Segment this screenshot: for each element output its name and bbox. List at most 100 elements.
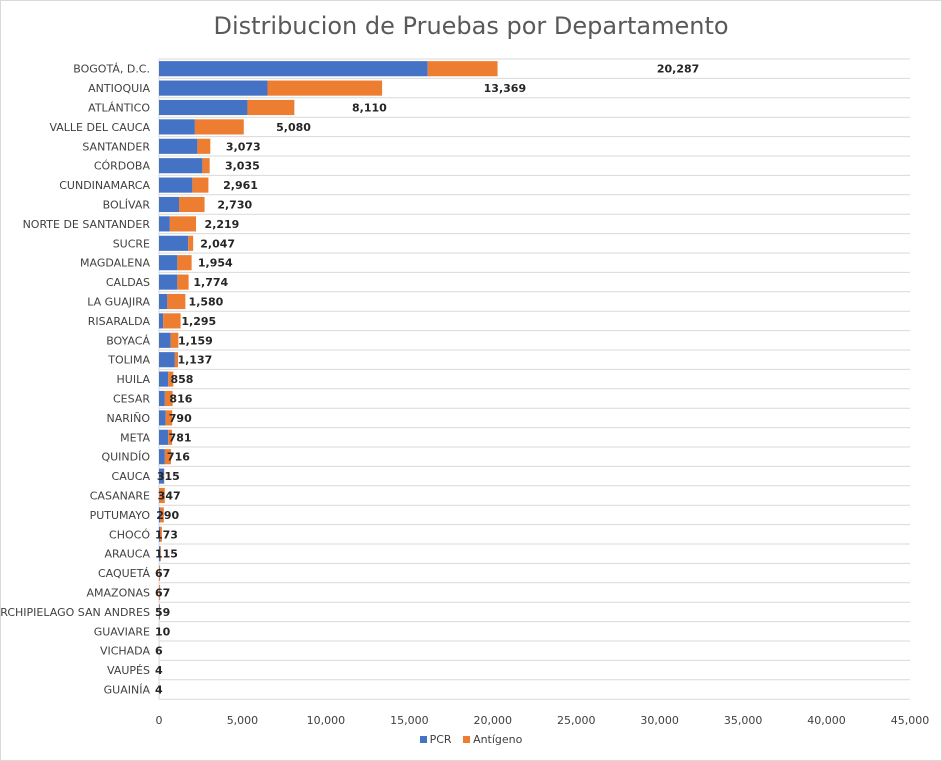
category-label: BOGOTÁ, D.C.: [73, 63, 150, 76]
category-label: CÓRDOBA: [94, 160, 151, 173]
bar-antigeno: [168, 429, 173, 445]
bar-pcr: [159, 235, 189, 251]
x-tick-label: 30,000: [640, 714, 679, 727]
bars: [159, 61, 498, 698]
x-tick-label: 35,000: [724, 714, 763, 727]
data-labels: 20,287 13,369 8,110 5,080 3,073 3,035 2,961 2,7…: [155, 63, 699, 697]
x-axis-ticks: 0 5,000 10,000 15,000 20,000 25,000 30,000 35,0…: [156, 714, 930, 727]
bar-pcr: [159, 138, 198, 154]
data-label: 8,110: [352, 102, 387, 115]
category-label: TOLIMA: [107, 354, 150, 367]
category-label: CAQUETÁ: [98, 567, 151, 580]
data-label: 59: [155, 606, 170, 619]
bar-pcr: [159, 158, 203, 174]
x-tick-label: 25,000: [557, 714, 596, 727]
data-label: 816: [169, 393, 192, 406]
category-label: CAUCA: [112, 470, 151, 483]
bar-antigeno: [163, 313, 181, 329]
bar-pcr: [159, 371, 169, 387]
category-label: SANTANDER: [82, 140, 150, 153]
category-label: META: [120, 431, 150, 444]
bar-antigeno: [164, 449, 171, 465]
x-tick-label: 40,000: [807, 714, 846, 727]
data-label: 2,219: [205, 218, 240, 231]
bar-pcr: [159, 546, 161, 562]
x-tick-label: 20,000: [474, 714, 513, 727]
bar-antigeno: [159, 487, 165, 504]
data-label: 1,159: [178, 334, 213, 347]
bar-antigeno: [177, 274, 189, 290]
bar-pcr: [159, 255, 178, 271]
bar-pcr: [159, 507, 161, 523]
bar-antigeno: [427, 61, 498, 77]
category-label: CALDAS: [106, 276, 150, 289]
bar-pcr: [159, 390, 165, 407]
bar-pcr: [159, 352, 175, 368]
category-label: VICHADA: [100, 645, 151, 658]
data-label: 3,035: [225, 160, 260, 173]
bar-antigeno: [174, 352, 178, 368]
x-tick-label: 45,000: [891, 714, 930, 727]
category-label: ARAUCA: [104, 548, 150, 561]
legend-item-pcr: PCR: [419, 733, 452, 746]
data-label: 2,961: [223, 179, 258, 192]
category-label: ANTIOQUIA: [88, 82, 150, 95]
category-label: NORTE DE SANTANDER: [23, 218, 151, 231]
bar-pcr: [159, 61, 428, 77]
data-label: 1,137: [177, 354, 212, 367]
data-label: 347: [158, 490, 181, 503]
data-label: 858: [170, 373, 193, 386]
category-label: ARCHIPIELAGO SAN ANDRES: [0, 606, 150, 619]
category-label: AMAZONAS: [87, 587, 150, 600]
data-label: 67: [155, 587, 170, 600]
category-label: VALLE DEL CAUCA: [49, 121, 150, 134]
data-label: 290: [156, 509, 179, 522]
bar-antigeno: [267, 80, 383, 96]
category-label: QUINDÍO: [101, 451, 150, 464]
data-label: 1,774: [193, 276, 228, 289]
category-label: VAUPÉS: [107, 664, 150, 677]
category-label: GUAINÍA: [104, 684, 151, 697]
category-label: CUNDINAMARCA: [59, 179, 150, 192]
category-label: CESAR: [113, 393, 150, 406]
bar-antigeno: [170, 332, 179, 348]
bar-pcr: [159, 410, 166, 426]
data-label: 173: [155, 528, 178, 541]
data-label: 1,295: [181, 315, 216, 328]
legend-item-antigeno: Antígeno: [463, 733, 522, 746]
bar-pcr: [159, 274, 178, 290]
data-label: 315: [157, 470, 180, 483]
bar-antigeno: [168, 371, 174, 387]
bar-pcr: [159, 313, 164, 329]
category-label: PUTUMAYO: [90, 509, 151, 522]
bar-antigeno: [159, 565, 161, 581]
chart-title: Distribucion de Pruebas por Departamento: [213, 12, 729, 40]
category-label: MAGDALENA: [80, 257, 150, 270]
data-label: 5,080: [276, 121, 311, 134]
x-tick-label: 5,000: [227, 714, 259, 727]
category-label: GUAVIARE: [94, 625, 150, 638]
bar-antigeno: [188, 235, 194, 251]
bar-antigeno: [159, 584, 161, 601]
bar-pcr: [159, 468, 165, 484]
bar-antigeno: [177, 255, 192, 271]
legend-swatch-pcr: [419, 736, 427, 743]
bar-pcr: [159, 216, 170, 232]
category-label: SUCRE: [113, 237, 150, 250]
bar-pcr: [159, 429, 169, 445]
bar-antigeno: [169, 216, 197, 232]
data-label: 781: [169, 431, 192, 444]
data-label: 2,730: [217, 199, 252, 212]
bar-pcr: [159, 119, 195, 135]
data-label: 10: [155, 625, 171, 638]
bar-pcr: [159, 526, 161, 542]
category-label: NARIÑO: [106, 412, 150, 425]
data-label: 20,287: [657, 63, 699, 76]
category-label: CASANARE: [90, 490, 150, 503]
category-label: BOYACÁ: [106, 334, 150, 347]
data-label: 790: [169, 412, 192, 425]
bar-antigeno: [194, 119, 244, 135]
bar-antigeno: [192, 177, 209, 193]
